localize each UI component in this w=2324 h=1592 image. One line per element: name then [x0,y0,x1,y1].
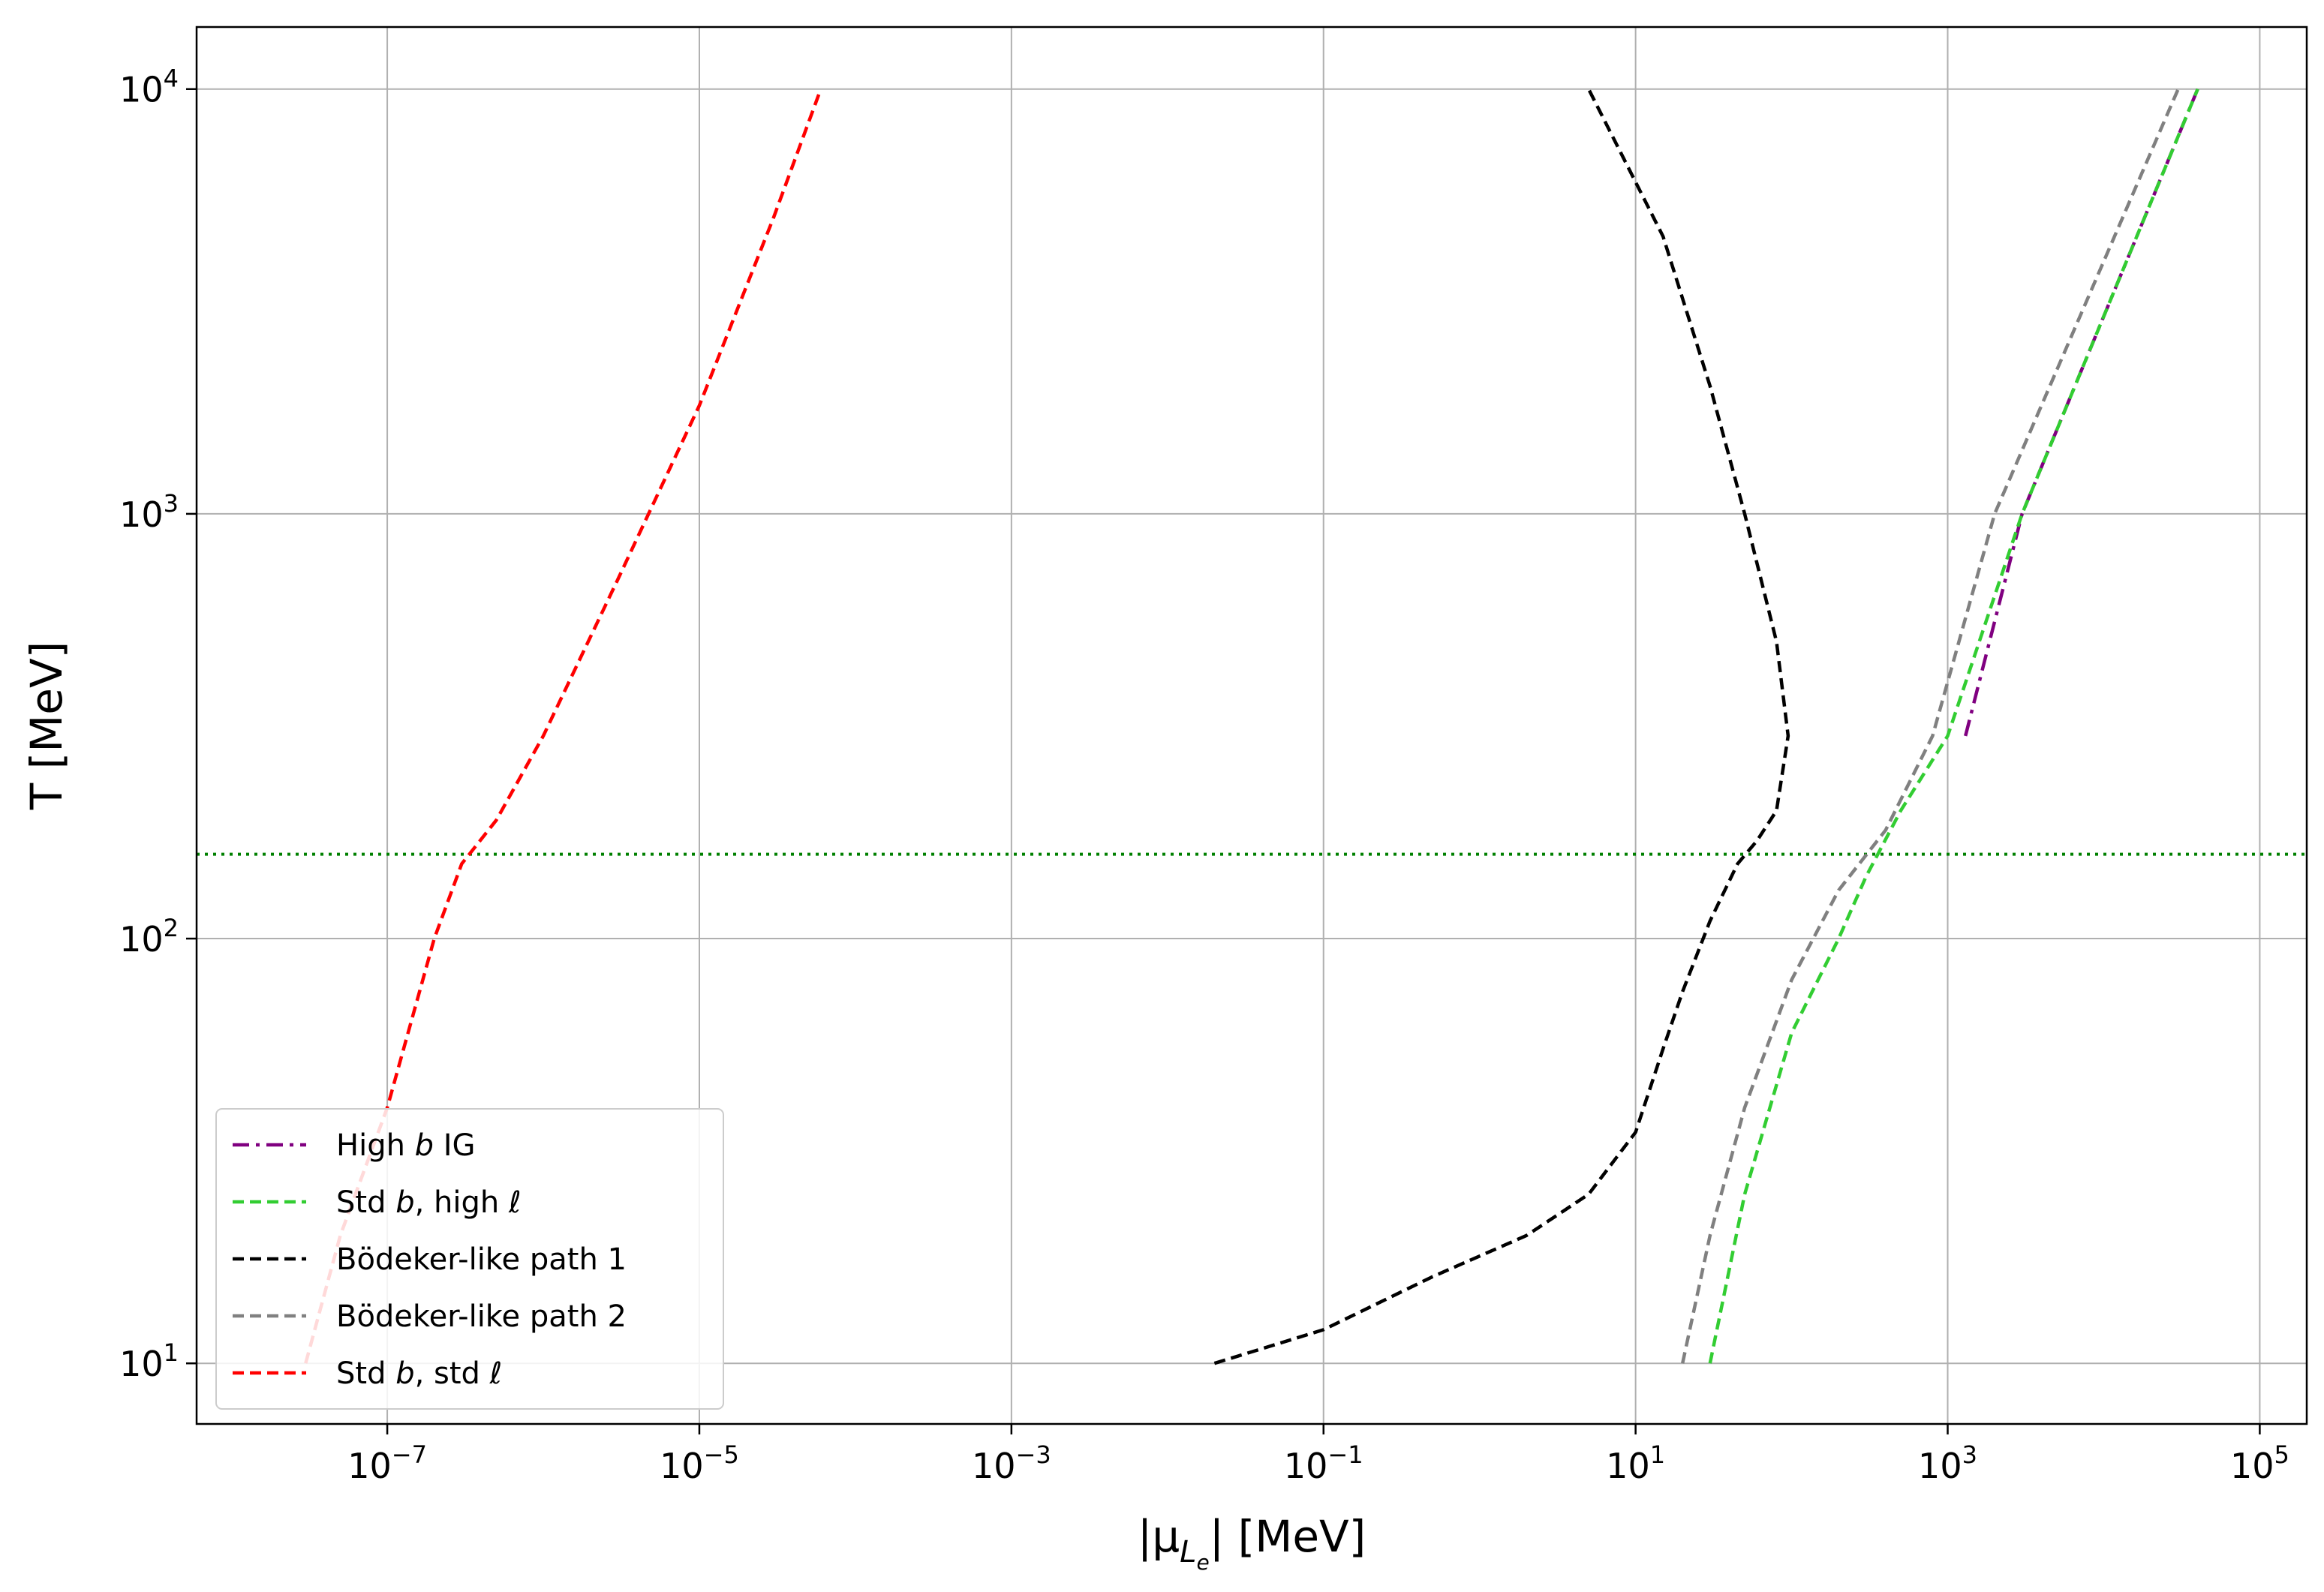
x-tick-label-exp: −3 [1016,1440,1051,1469]
y-tick-label-exp: 3 [164,489,179,518]
legend-box [215,1108,724,1410]
legend-label-part: High [336,1128,415,1163]
x-tick-label-exp: −1 [1327,1440,1363,1469]
plot-frame [195,26,2308,1425]
legend-label-part: Bödeker-like path 1 [336,1242,627,1277]
legend-label-part: , high [415,1185,509,1220]
legend-label-part: , std [415,1356,490,1391]
x-tick-label-exp: 3 [1962,1440,1977,1469]
legend-label-part: Std [336,1356,395,1391]
y-tick-label: 103 [119,489,179,535]
x-tick-label-base: 10 [972,1446,1016,1486]
y-tick-label-base: 10 [119,70,164,110]
legend-label-3: Bödeker-like path 2 [336,1299,627,1334]
series-line-3 [1681,88,2180,1364]
x-tick-label: 10−7 [347,1440,427,1486]
series-line-1 [1708,88,2199,1364]
x-tick-label: 10−3 [972,1440,1051,1486]
x-tick-label: 10−5 [660,1440,739,1486]
x-tick-label-exp: −5 [704,1440,739,1469]
series-line-0 [1964,88,2199,737]
y-tick-label: 104 [119,65,179,110]
legend-label-part: ℓ [508,1185,522,1220]
x-tick-label: 10−1 [1284,1440,1363,1486]
legend-label-part: b [395,1356,414,1391]
x-tick-label-base: 10 [1284,1446,1328,1486]
series-line-2 [1213,88,1790,1365]
x-tick-label-base: 10 [660,1446,704,1486]
x-axis-title-subsub: e [1196,1550,1209,1575]
y-tick-label-base: 10 [119,919,164,960]
legend-label-1: Std b, high ℓ [336,1185,521,1220]
x-tick-label-base: 10 [347,1446,392,1486]
x-axis-title-pre: |μ [1138,1511,1180,1562]
x-tick-label: 103 [1918,1440,1977,1486]
y-tick-label-base: 10 [119,1344,164,1384]
legend-label-0: High b IG [336,1128,476,1163]
y-axis-title: T [MeV] [21,641,72,811]
y-tick-label-exp: 4 [164,65,179,93]
legend-label-part: Std [336,1185,395,1220]
y-tick-label: 101 [119,1338,179,1384]
y-tick-label: 102 [119,914,179,960]
y-tick-label-exp: 1 [164,1338,179,1367]
legend-label-part: IG [434,1128,476,1163]
x-axis-title-post: | [MeV] [1210,1511,1366,1562]
x-tick-label-base: 10 [2230,1446,2274,1486]
legend-label-4: Std b, std ℓ [336,1356,502,1391]
legend-label-2: Bödeker-like path 1 [336,1242,627,1277]
x-tick-label-exp: −7 [392,1440,427,1469]
x-tick-label: 101 [1606,1440,1665,1486]
legend-label-part: ℓ [489,1356,503,1391]
x-tick-label-base: 10 [1918,1446,1962,1486]
x-tick-label-base: 10 [1606,1446,1650,1486]
x-axis-title: |μLe| [MeV] [1138,1511,1366,1575]
series-lines [304,88,2199,1365]
x-tick-label-exp: 1 [1650,1440,1665,1469]
y-tick-label-exp: 2 [164,914,179,942]
x-tick-label: 105 [2230,1440,2289,1486]
x-tick-label-exp: 5 [2274,1440,2289,1469]
series-line-4 [304,88,822,1364]
legend-label-part: b [415,1128,434,1163]
legend-label-part: b [395,1185,414,1220]
x-axis-title-sub: L [1180,1535,1196,1569]
legend-label-part: Bödeker-like path 2 [336,1299,627,1334]
y-tick-label-base: 10 [119,494,164,535]
